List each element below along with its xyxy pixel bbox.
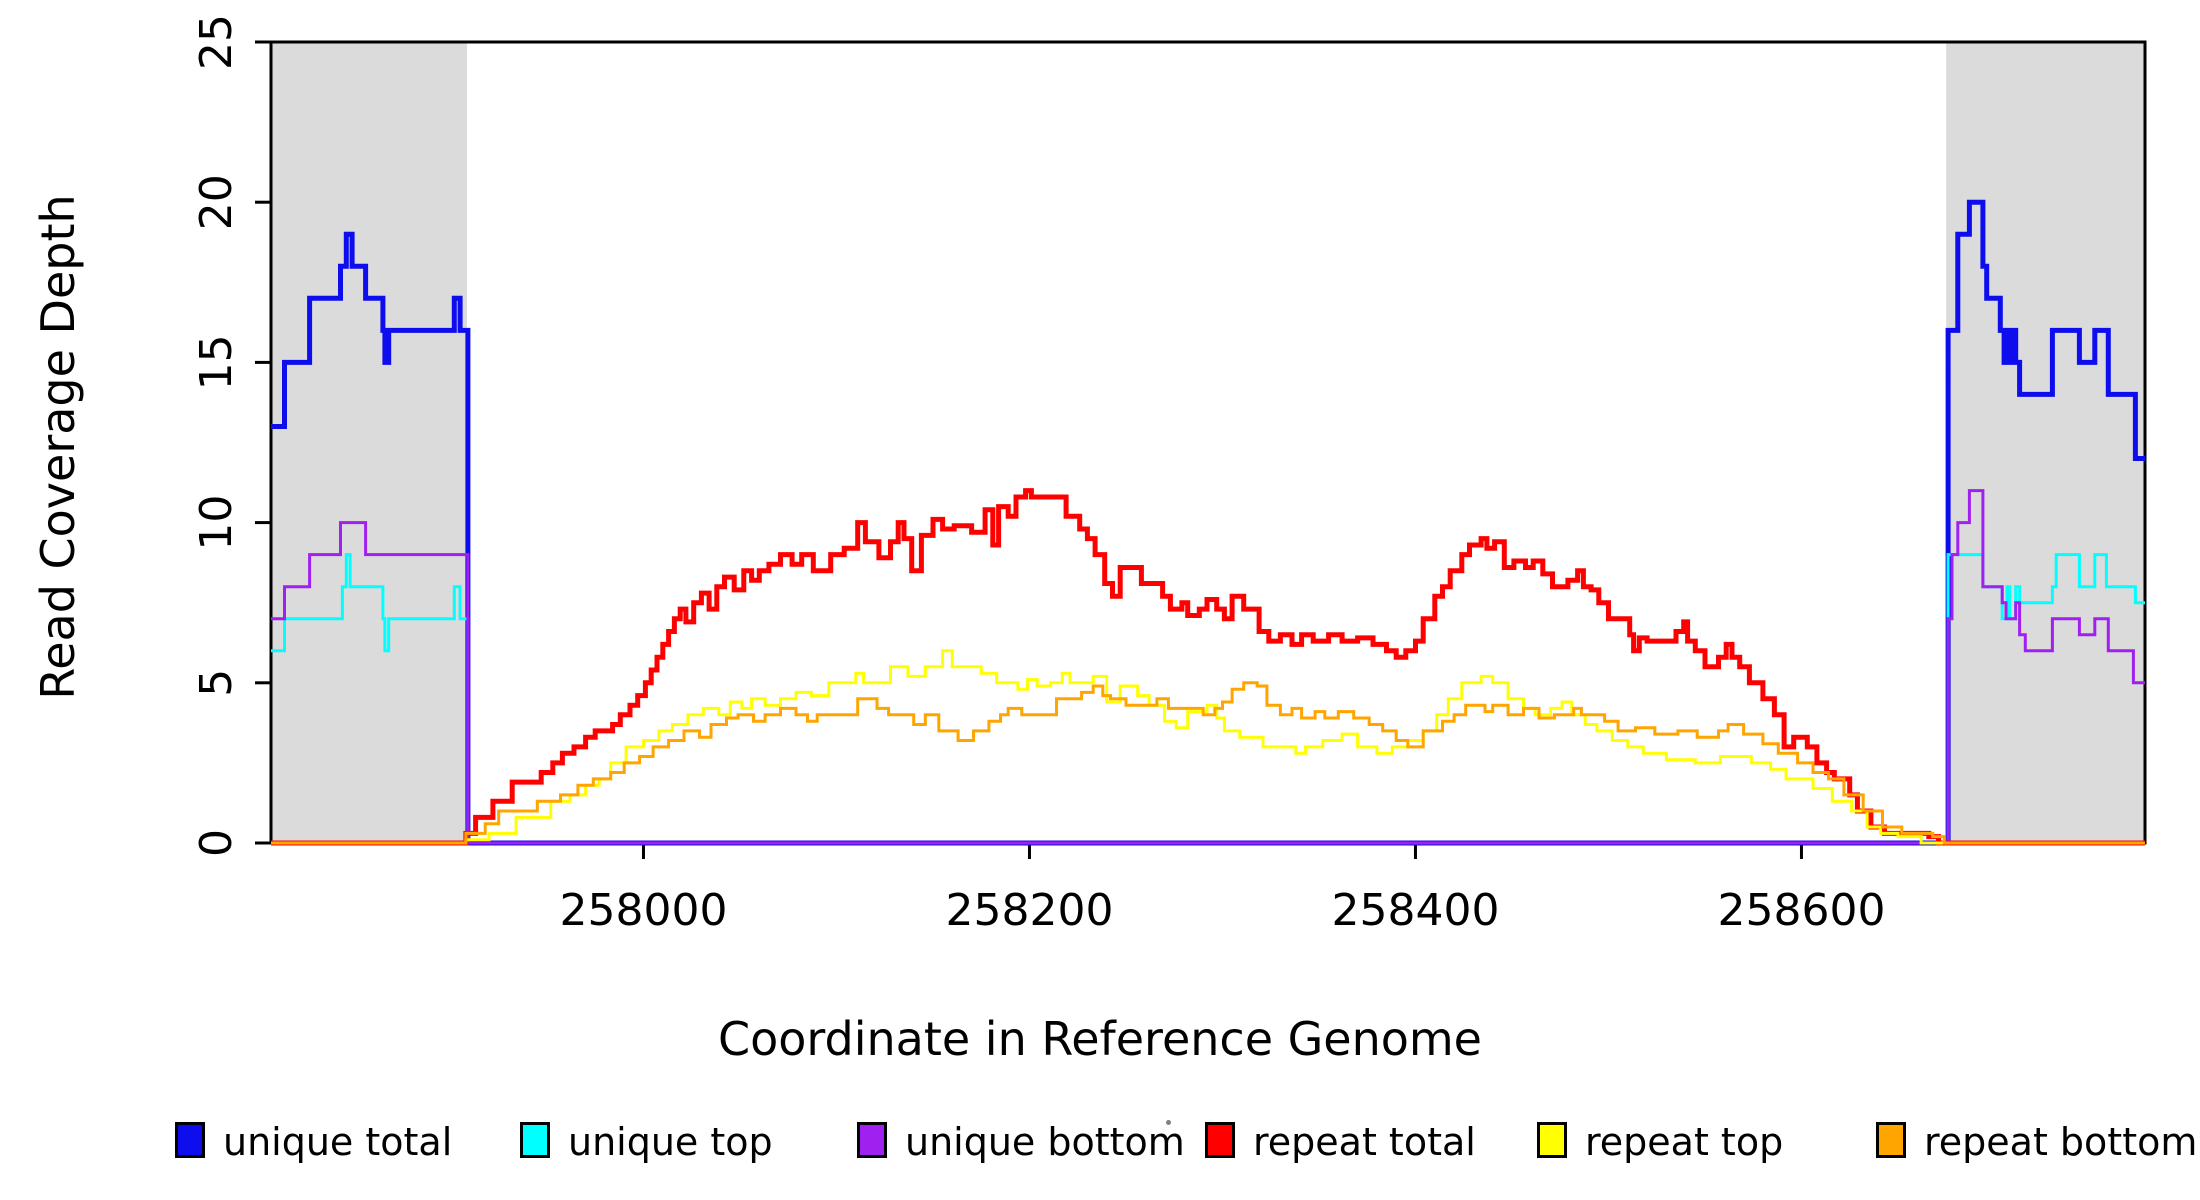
left-flank-band: [271, 42, 467, 843]
series-line-unique-total: [271, 199, 2145, 846]
series-group: [271, 199, 2145, 846]
legend-label: unique top: [568, 1120, 773, 1164]
series-line-unique-bottom: [271, 489, 2145, 845]
series-line-repeat-top: [271, 649, 2145, 845]
series-line-repeat-bottom: [271, 681, 2145, 845]
legend-swatch-repeat-bottom: [1876, 1122, 1906, 1158]
y-axis-title: Read Coverage Depth: [31, 194, 85, 700]
x-tick-label: 258000: [559, 885, 727, 936]
legend: unique total unique top unique bottom repea…: [0, 1118, 2200, 1178]
y-tick-label: 25: [191, 14, 242, 70]
legend-label: repeat total: [1253, 1120, 1476, 1164]
legend-swatch-repeat-total: [1205, 1122, 1235, 1158]
legend-label: repeat top: [1585, 1120, 1784, 1164]
legend-label: unique bottom: [905, 1120, 1185, 1164]
legend-swatch-repeat-top: [1537, 1122, 1567, 1158]
y-tick-label: 20: [191, 174, 242, 230]
x-tick-label: 258400: [1331, 885, 1499, 936]
series-line-repeat-total: [271, 488, 2145, 846]
legend-swatch-unique-bottom: [857, 1122, 887, 1158]
x-axis-title: Coordinate in Reference Genome: [718, 1012, 1482, 1066]
y-tick-label: 10: [191, 495, 242, 551]
y-tick-label: 15: [191, 334, 242, 390]
right-flank-band: [1946, 42, 2145, 843]
legend-swatch-unique-top: [520, 1122, 550, 1158]
x-tick-label: 258200: [945, 885, 1113, 936]
legend-label: repeat bottom: [1924, 1120, 2198, 1164]
legend-label: unique total: [223, 1120, 453, 1164]
x-tick-label: 258600: [1717, 885, 1885, 936]
y-tick-label: 0: [191, 829, 242, 857]
y-tick-label: 5: [191, 669, 242, 697]
stray-dot-artifact: [1166, 1120, 1171, 1125]
legend-swatch-unique-total: [175, 1122, 205, 1158]
plot-frame: [269, 40, 2147, 845]
